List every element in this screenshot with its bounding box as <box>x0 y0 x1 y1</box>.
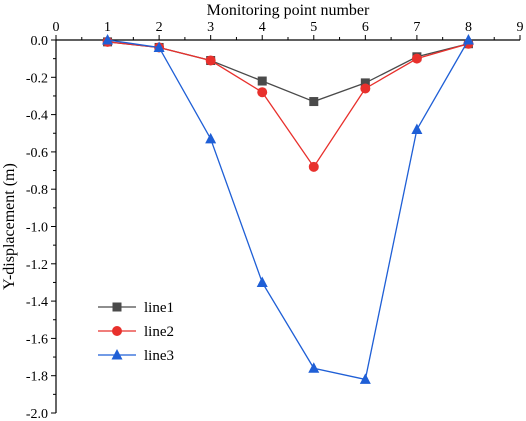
legend-item-line3: line3 <box>98 348 174 364</box>
point-line1-4 <box>257 76 267 86</box>
x-tick-label-8: 8 <box>465 20 472 35</box>
point-line2-7 <box>411 53 422 64</box>
legend-marker-line1 <box>112 302 122 312</box>
point-line1-6 <box>360 78 370 88</box>
legend-label-line2: line2 <box>144 324 174 340</box>
legend-item-line1: line1 <box>98 300 174 316</box>
legend-label-line1: line1 <box>144 300 174 316</box>
series-line-line2 <box>107 41 469 168</box>
x-tick-label-1: 1 <box>104 20 111 35</box>
x-tick-label-0: 0 <box>53 20 60 35</box>
point-line2-6 <box>360 83 371 94</box>
legend-marker-line2 <box>112 326 122 336</box>
x-tick-label-6: 6 <box>362 20 369 35</box>
series-layer <box>102 34 474 384</box>
point-line3-2 <box>153 41 165 52</box>
legend-item-line2: line2 <box>98 324 174 340</box>
point-line3-1 <box>102 34 114 45</box>
y-tick-label--2.0: -2.0 <box>26 407 48 421</box>
series-line2 <box>102 36 474 172</box>
point-line3-6 <box>359 373 371 384</box>
axes: 0 1 2 3 4 5 6 7 8 9 0.0 -0.2 -0.4 -0.6 -0.8 -1.0 -1.2 -1.… <box>26 20 524 421</box>
point-line3-3 <box>205 132 217 144</box>
x-tick-label-7: 7 <box>413 20 420 35</box>
x-tick-label-9: 9 <box>517 20 524 35</box>
y-tick-label-0.0: 0.0 <box>31 34 49 49</box>
y-tick-label--0.6: -0.6 <box>26 146 48 161</box>
y-tick-label--1.2: -1.2 <box>26 258 48 273</box>
y-tick-label--0.8: -0.8 <box>26 183 48 198</box>
y-tick-label--0.2: -0.2 <box>26 71 48 86</box>
y-tick-label--1.8: -1.8 <box>26 370 48 385</box>
x-axis-title: Monitoring point number <box>207 2 370 19</box>
x-tick-label-5: 5 <box>310 20 317 35</box>
series-line-line3 <box>107 39 470 381</box>
point-line1-5 <box>309 97 319 107</box>
y-tick-label--1.0: -1.0 <box>26 221 48 236</box>
x-tick-label-3: 3 <box>207 20 214 35</box>
point-line2-5 <box>308 161 319 172</box>
legend-label-line3: line3 <box>144 348 174 364</box>
legend-marker-line3 <box>111 349 123 360</box>
y-tick-label--0.4: -0.4 <box>26 109 48 124</box>
point-line3-7 <box>411 123 423 135</box>
point-line2-4 <box>257 87 268 98</box>
y-tick-label--1.6: -1.6 <box>26 332 48 347</box>
series-line3 <box>102 34 474 384</box>
x-tick-label-4: 4 <box>259 20 266 35</box>
x-tick-label-2: 2 <box>156 20 163 35</box>
y-tick-label--1.4: -1.4 <box>26 295 48 310</box>
y-axis-title: Y-displacement (m) <box>1 163 18 290</box>
point-line3-8 <box>462 34 474 45</box>
point-line3-5 <box>308 362 320 373</box>
legend: line1 line2 line3 <box>98 300 174 364</box>
point-line3-4 <box>256 276 268 287</box>
point-line2-3 <box>205 55 216 66</box>
